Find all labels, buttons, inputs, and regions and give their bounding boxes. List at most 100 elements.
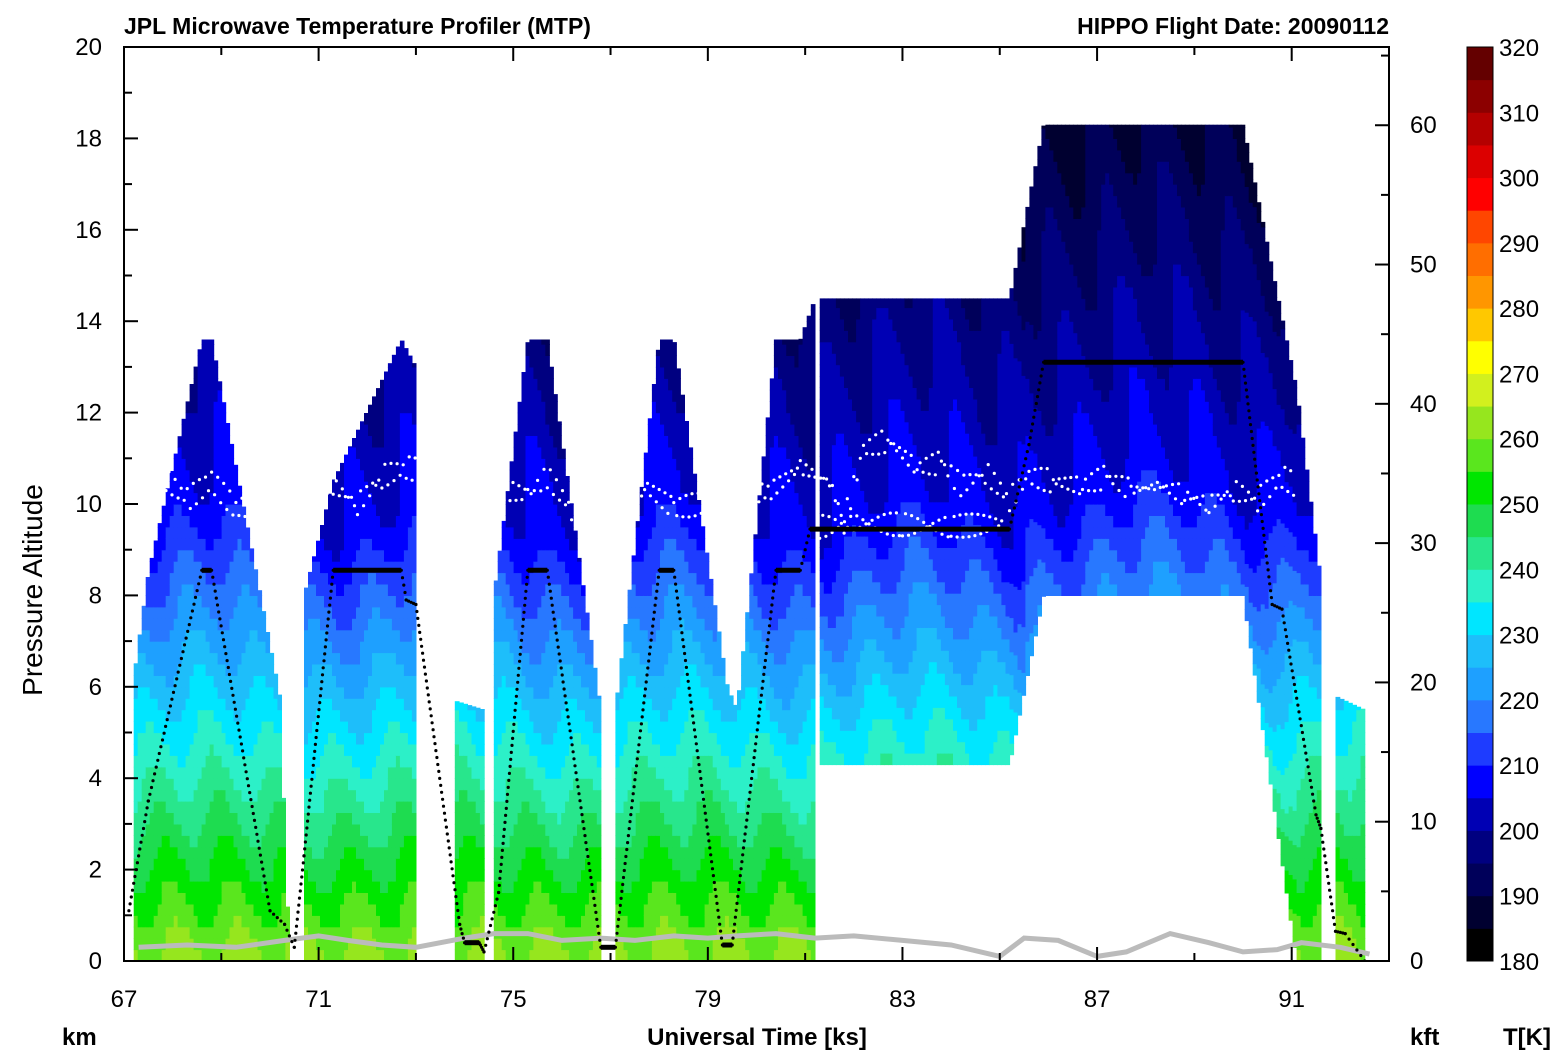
curtain-cell [348, 835, 353, 848]
curtain-cell [643, 869, 649, 882]
curtain-cell [655, 378, 661, 391]
curtain-cell [277, 823, 282, 836]
curtain-cell [529, 618, 534, 631]
curtain-cell [521, 618, 527, 631]
curtain-cell [241, 629, 247, 642]
curtain-cell [411, 515, 417, 528]
curtain-cell [407, 561, 413, 574]
curtain-cell [237, 652, 243, 665]
curtain-cell [635, 595, 641, 608]
curtain-cell [639, 789, 645, 802]
curtain-cell [387, 915, 393, 928]
curtain-cell [213, 732, 219, 745]
curtain-cell [165, 698, 171, 711]
curtain-cell [651, 846, 657, 859]
curtain-cell [631, 652, 637, 665]
curtain-cell [348, 812, 353, 825]
curtain-cell [565, 561, 570, 574]
curtain-cell [205, 858, 211, 871]
curtain-cell [249, 881, 255, 893]
curtain-cell [384, 401, 389, 414]
curtain-cell [352, 446, 357, 459]
curtain-cell [197, 549, 203, 562]
curtain-cell [545, 675, 550, 688]
curtain-cell [553, 801, 558, 813]
curtain-cell [225, 549, 231, 562]
curtain-cell [660, 721, 665, 734]
curtain-cell [189, 424, 195, 436]
curtain-cell [680, 881, 685, 893]
curtain-cell [225, 846, 231, 859]
curtain-cell [525, 458, 531, 471]
curtain-cell [565, 538, 570, 551]
curtain-cell [213, 686, 219, 699]
curtain-cell [169, 549, 175, 562]
curtain-cell [217, 412, 223, 425]
curtain-cell [493, 881, 499, 893]
curtain-cell [372, 401, 377, 414]
curtain-cell [623, 624, 629, 631]
curtain-cell [399, 812, 405, 825]
curtain-cell [513, 755, 519, 768]
curtain-cell [643, 664, 649, 676]
curtain-cell [517, 881, 523, 893]
curtain-cell [197, 732, 203, 745]
curtain-cell [165, 915, 171, 928]
curtain-cell [257, 926, 263, 939]
curtain-cell [273, 823, 279, 836]
curtain-cell [407, 664, 413, 676]
curtain-cell [245, 766, 251, 779]
curtain-cell [249, 835, 255, 848]
curtain-cell [197, 892, 203, 905]
curtain-cell [372, 595, 377, 608]
curtain-cell [336, 481, 341, 494]
curtain-cell [360, 949, 365, 961]
curtain-cell [553, 926, 558, 939]
curtain-cell [233, 675, 239, 688]
curtain-cell [479, 778, 485, 791]
curtain-cell [467, 812, 473, 825]
curtain-cell [181, 458, 187, 471]
curtain-cell [655, 709, 661, 722]
curtain-cell [505, 504, 511, 516]
curtain-cell [619, 881, 625, 893]
curtain-cell [149, 606, 155, 619]
curtain-cell [261, 652, 267, 665]
curtain-cell [137, 732, 143, 745]
curtain-cell [133, 709, 139, 722]
curtain-cell [635, 846, 641, 859]
curtain-cell [197, 595, 203, 608]
curtain-cell [348, 515, 353, 528]
curtain-cell [181, 743, 187, 756]
curtain-cell [181, 526, 187, 539]
curtain-cell [660, 515, 665, 528]
curtain-cell [193, 549, 199, 562]
curtain-cell [137, 789, 143, 802]
curtain-cell [261, 801, 267, 813]
curtain-cell [596, 698, 602, 711]
curtain-cell [660, 823, 665, 836]
curtain-cell [380, 846, 385, 859]
curtain-cell [245, 801, 251, 813]
curtain-cell [569, 629, 574, 642]
curtain-cell [249, 812, 255, 825]
curtain-cell [509, 709, 515, 722]
curtain-cell [676, 504, 681, 516]
curtain-cell [573, 698, 578, 711]
curtain-cell [364, 584, 369, 596]
curtain-cell [209, 664, 215, 676]
curtain-cell [364, 881, 369, 893]
curtain-cell [181, 812, 187, 825]
curtain-cell [245, 858, 251, 871]
curtain-cell [467, 881, 473, 893]
curtain-cell [185, 949, 191, 961]
curtain-cell [541, 892, 546, 905]
curtain-cell [340, 892, 345, 905]
curtain-cell [688, 823, 694, 836]
curtain-cell [676, 801, 681, 813]
curtain-cell [245, 664, 251, 676]
curtain-cell [493, 721, 499, 734]
curtain-cell [225, 686, 231, 699]
curtain-cell [320, 835, 325, 848]
curtain-cell [253, 778, 259, 791]
